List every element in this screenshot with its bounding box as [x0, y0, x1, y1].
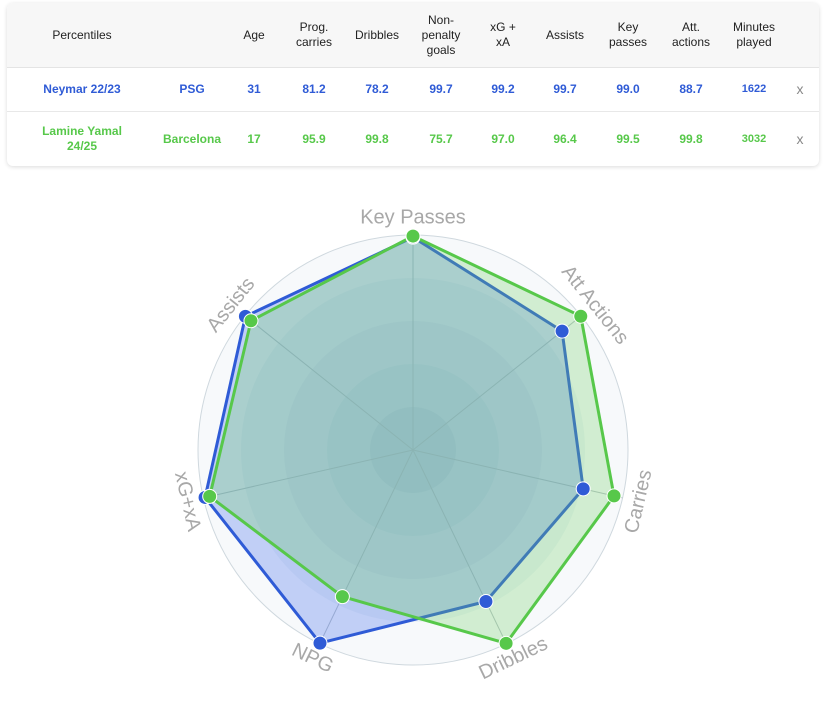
prog-carries-value: 95.9	[302, 131, 326, 146]
radar-spoke	[412, 315, 582, 451]
prog-carries-value: 81.2	[302, 81, 326, 96]
minutes-value: 1622	[741, 82, 767, 95]
remove-row-button[interactable]: x	[796, 130, 804, 147]
radar-point	[478, 593, 494, 609]
player-name: Lamine Yamal 24/25	[42, 124, 122, 153]
radar-point	[554, 323, 570, 339]
radar-point	[202, 488, 218, 504]
assists-value: 96.4	[553, 131, 577, 146]
age-value: 17	[247, 131, 261, 146]
header-key-passes: Key passes	[608, 20, 648, 49]
att-actions-value: 99.8	[679, 131, 703, 146]
dribbles-value: 78.2	[365, 81, 389, 96]
key-passes-value: 99.5	[616, 131, 640, 146]
radar-point	[573, 308, 589, 324]
key-passes-value: 99.0	[616, 81, 640, 96]
att-actions-value: 88.7	[679, 81, 703, 96]
age-value: 31	[247, 81, 261, 96]
radar-spoke	[319, 449, 414, 644]
radar-point	[405, 228, 421, 244]
header-xg-xa: xG + xA	[490, 20, 516, 49]
radar-series-area	[203, 235, 585, 645]
dribbles-value: 99.8	[365, 131, 389, 146]
radar-spoke	[412, 449, 507, 644]
remove-row-button[interactable]: x	[796, 80, 804, 97]
header-npg: Non- penalty goals	[421, 12, 461, 57]
comparison-table: Percentiles Age Prog. carries Dribbles N…	[7, 3, 819, 166]
header-percentiles: Percentiles	[52, 27, 112, 42]
radar-point	[312, 635, 328, 651]
radar-point	[606, 488, 622, 504]
npg-value: 99.7	[429, 81, 453, 96]
header-att-actions: Att. actions	[671, 20, 711, 49]
table-row: Lamine Yamal 24/25 Barcelona 17 95.9 99.…	[7, 112, 819, 166]
player-name: Neymar 22/23	[43, 81, 121, 96]
radar-spoke	[203, 449, 414, 499]
xg-xa-value: 97.0	[491, 131, 515, 146]
header-assists: Assists	[545, 27, 584, 42]
xg-xa-value: 99.2	[491, 81, 515, 96]
team-name: Barcelona	[162, 131, 222, 146]
radar-point	[334, 589, 350, 605]
radar-point	[575, 481, 591, 497]
npg-value: 75.7	[429, 131, 453, 146]
radar-series	[203, 234, 616, 645]
header-dribbles: Dribbles	[354, 27, 399, 42]
header-minutes: Minutes played	[732, 20, 776, 49]
team-name: PSG	[179, 81, 205, 96]
table-row: Neymar 22/23 PSG 31 81.2 78.2 99.7 99.2 …	[7, 67, 819, 112]
radar-point	[243, 313, 259, 329]
radar-spoke	[244, 315, 414, 451]
radar-point	[498, 635, 514, 651]
assists-value: 99.7	[553, 81, 577, 96]
radar-axis-label: Key Passes	[360, 206, 466, 228]
radar-series-area	[208, 234, 616, 645]
header-age: Age	[243, 27, 265, 42]
radar-points	[197, 228, 622, 651]
radar-spokes	[203, 235, 623, 644]
minutes-value: 3032	[741, 132, 767, 145]
header-prog-carries: Prog. carries	[295, 20, 332, 49]
table-header-row: Percentiles Age Prog. carries Dribbles N…	[7, 3, 819, 68]
